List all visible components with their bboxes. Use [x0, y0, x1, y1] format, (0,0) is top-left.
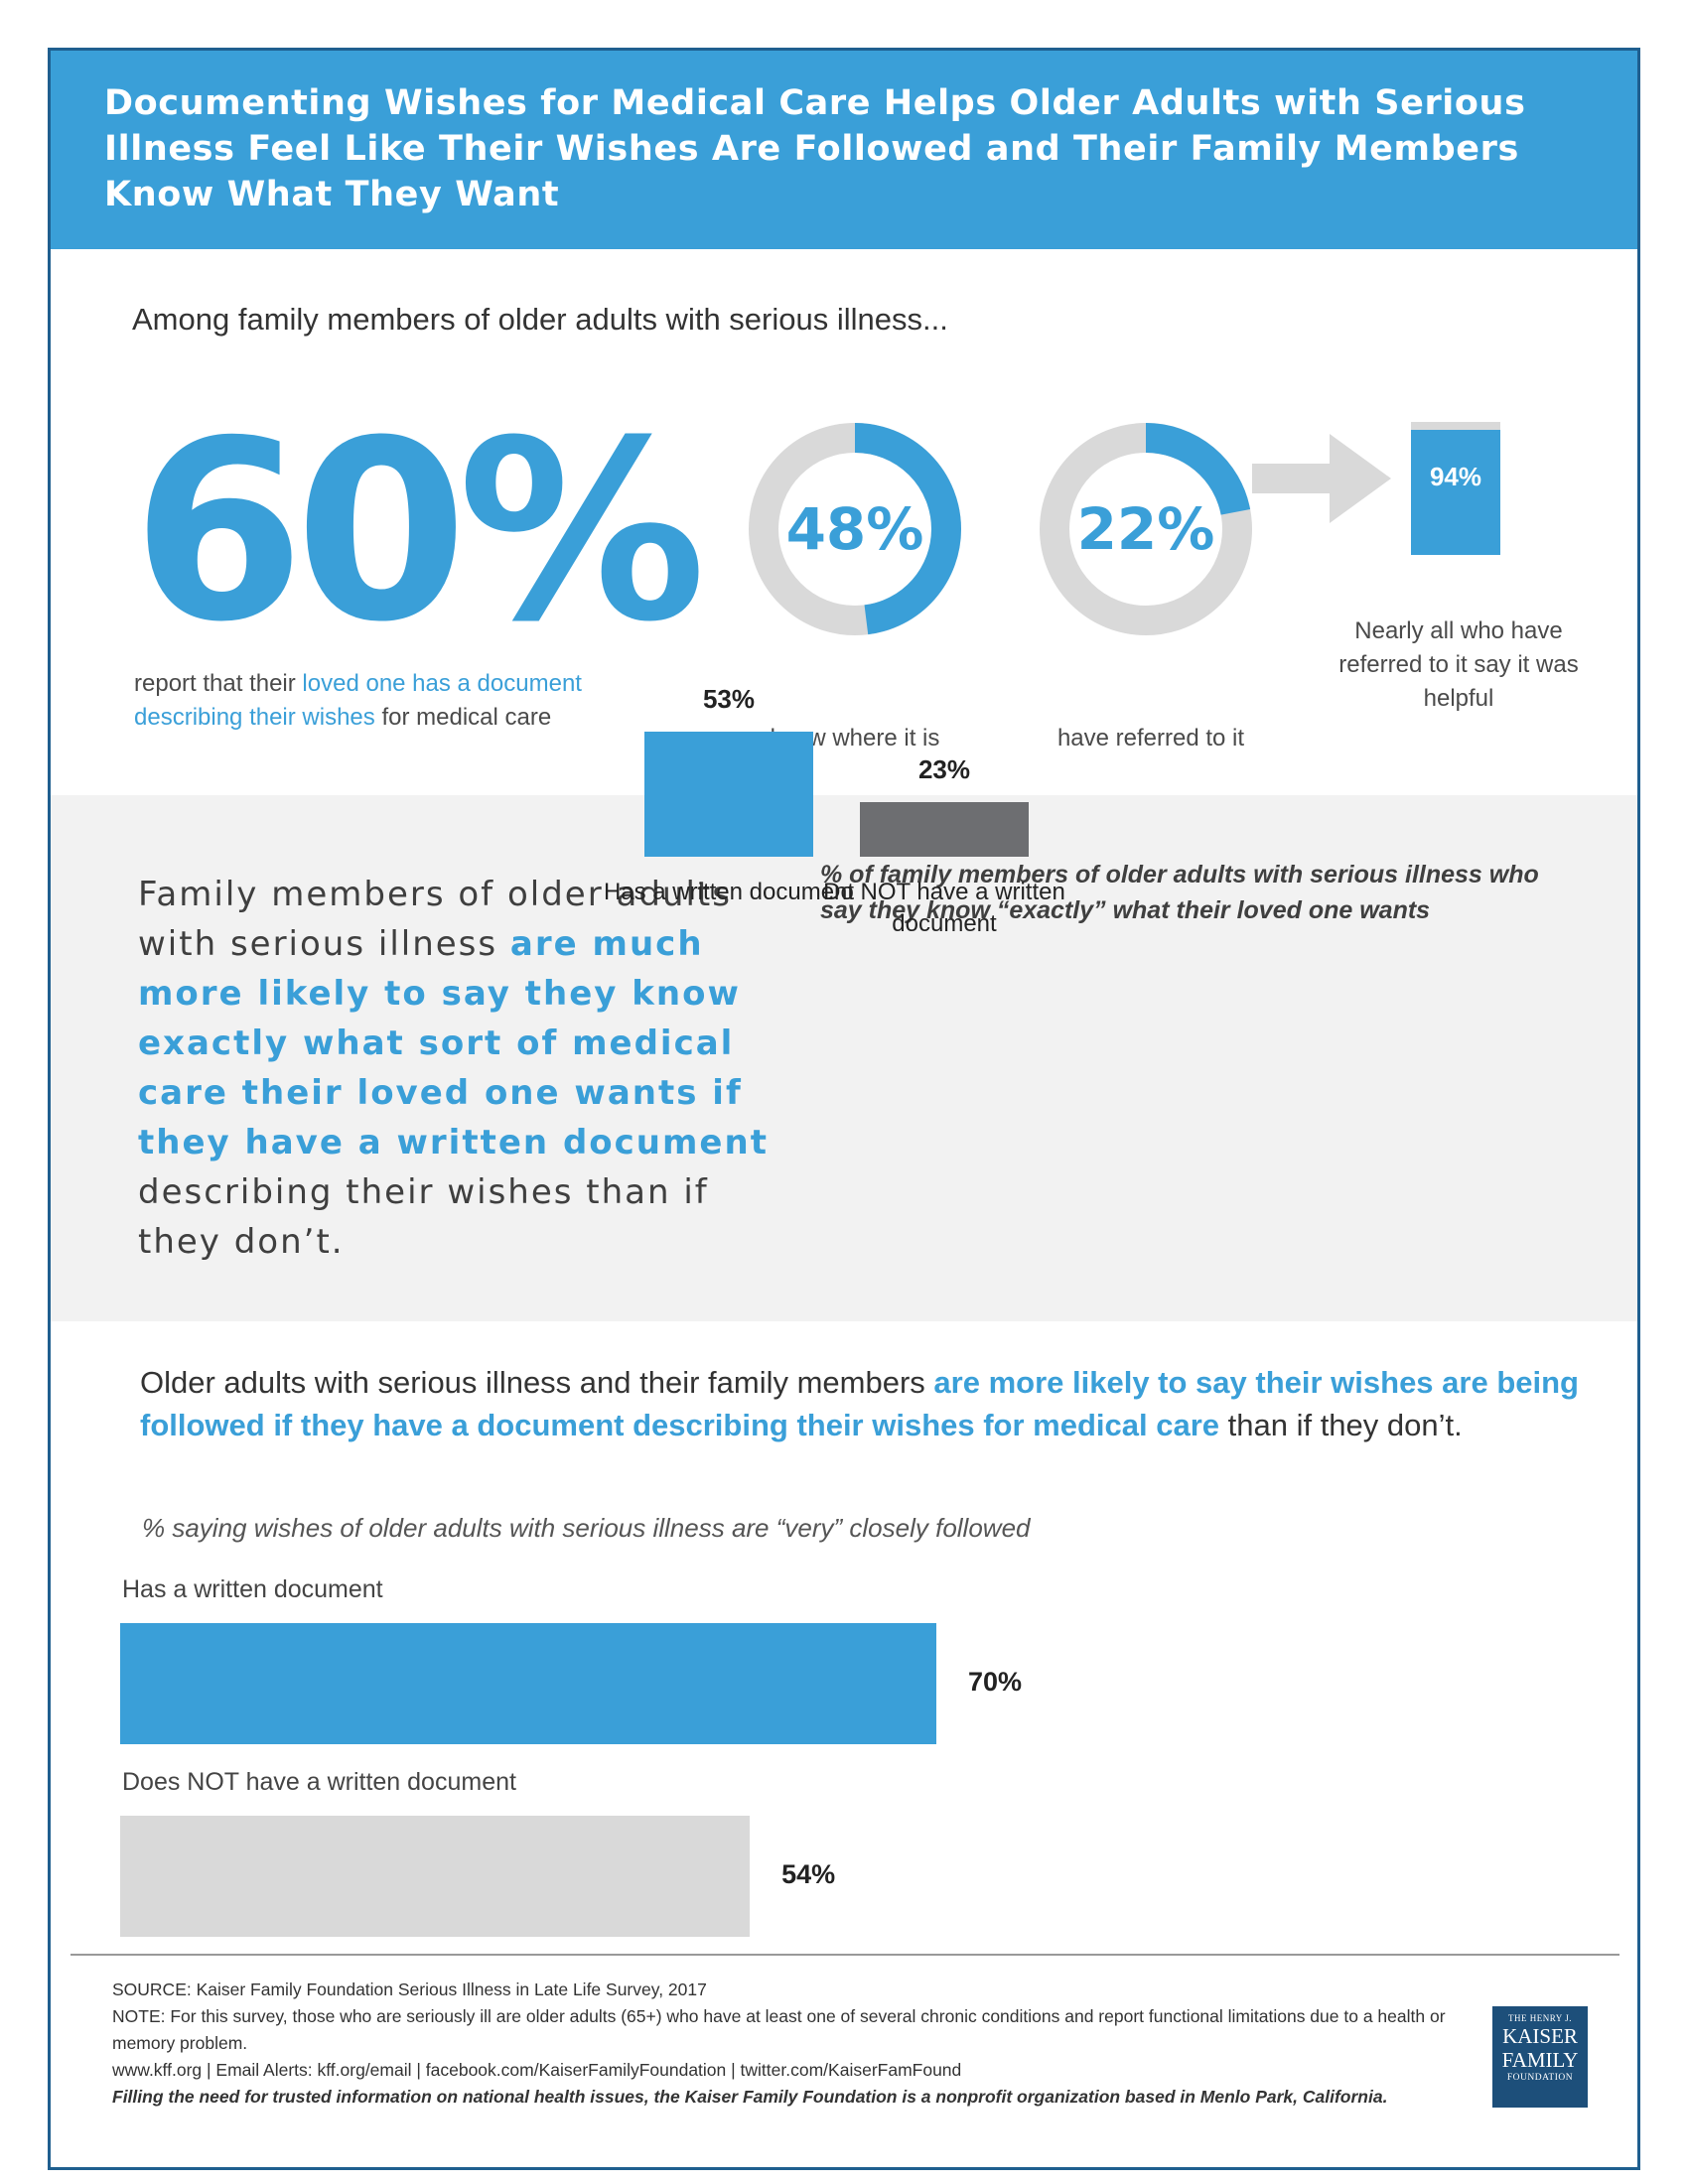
helpful-bar-fill	[1411, 430, 1500, 555]
logo-line1: THE HENRY J.	[1508, 2013, 1572, 2023]
section2-statement: Family members of older adults with seri…	[138, 870, 803, 1267]
helpful-caption: Nearly all who have referred to it say i…	[1338, 617, 1579, 712]
footer-note: NOTE: For this survey, those who are ser…	[112, 2006, 1446, 2053]
logo-line2: KAISER	[1502, 2024, 1578, 2048]
donut-know-where: 48%	[746, 420, 964, 642]
helpful-bar: 94%	[1411, 422, 1500, 555]
hbar-category-label: Has a written document	[122, 1575, 383, 1603]
hbar-0	[120, 1623, 936, 1744]
big-stat-description: report that their loved one has a docume…	[134, 667, 690, 735]
section1-intro: Among family members of older adults wit…	[132, 302, 948, 337]
vbar-value-label: 23%	[917, 754, 971, 785]
section3-statement: Older adults with serious illness and th…	[140, 1361, 1590, 1446]
footer-divider	[70, 1954, 1619, 1956]
section2-text-post: describing their wishes than if they don…	[138, 1172, 709, 1262]
big-stat-desc-post: for medical care	[374, 704, 552, 731]
donut-arc-know-where	[749, 423, 961, 635]
footer-text: SOURCE: Kaiser Family Foundation Serious…	[112, 1977, 1502, 2111]
section3-text-highlight: are more likely to say their wishes are …	[140, 1365, 1579, 1442]
logo-line3: FAMILY	[1501, 2048, 1579, 2072]
infographic-frame: Documenting Wishes for Medical Care Help…	[48, 48, 1640, 2170]
section2-text-highlight: are much more likely to say they know ex…	[138, 924, 769, 1162]
hbar-1	[120, 1816, 751, 1937]
donut-arc-referred	[1040, 423, 1252, 635]
kff-logo: THE HENRY J. KAISER FAMILY FOUNDATION	[1492, 2006, 1588, 2108]
logo-line4: FOUNDATION	[1506, 2073, 1574, 2083]
donut-chart-know-where	[749, 423, 961, 635]
helpful-bar-label: 94%	[1429, 462, 1482, 491]
section2-chart-title: % of family members of older adults with…	[820, 861, 1539, 924]
section2-text-pre: Family members of older adults with seri…	[138, 875, 732, 964]
hbar-category-label: Does NOT have a written document	[122, 1768, 516, 1796]
donut-caption-referred: have referred to it	[1056, 725, 1245, 751]
footer-source: SOURCE: Kaiser Family Foundation Serious…	[112, 1979, 707, 1999]
big-stat-value: 60%	[132, 387, 706, 676]
section3-text-pre: Older adults with serious illness and th…	[140, 1365, 934, 1400]
donut-label-referred: 22%	[1076, 495, 1215, 563]
donut-referred: 22%	[1037, 420, 1255, 642]
footer-links: www.kff.org | Email Alerts: kff.org/emai…	[112, 2060, 962, 2080]
donut-chart-referred	[1040, 423, 1252, 635]
footer-tagline: Filling the need for trusted information…	[112, 2087, 1388, 2107]
donut-label-know-where: 48%	[785, 495, 924, 563]
big-stat-desc-pre: report that their	[134, 670, 303, 697]
section3-chart-subtitle: % saying wishes of older adults with ser…	[142, 1513, 1031, 1543]
arrow-right-icon	[1252, 434, 1391, 523]
page-title: Documenting Wishes for Medical Care Help…	[51, 51, 1637, 249]
big-stat-desc-highlight: loved one has a document describing thei…	[134, 670, 582, 731]
section2-band	[51, 795, 1637, 1321]
donut-caption-know-where: know where it is	[770, 725, 940, 751]
section3-text-post: than if they don’t.	[1219, 1408, 1463, 1442]
hbar-value-label: 54%	[781, 1859, 836, 1889]
hbar-value-label: 70%	[968, 1667, 1023, 1697]
